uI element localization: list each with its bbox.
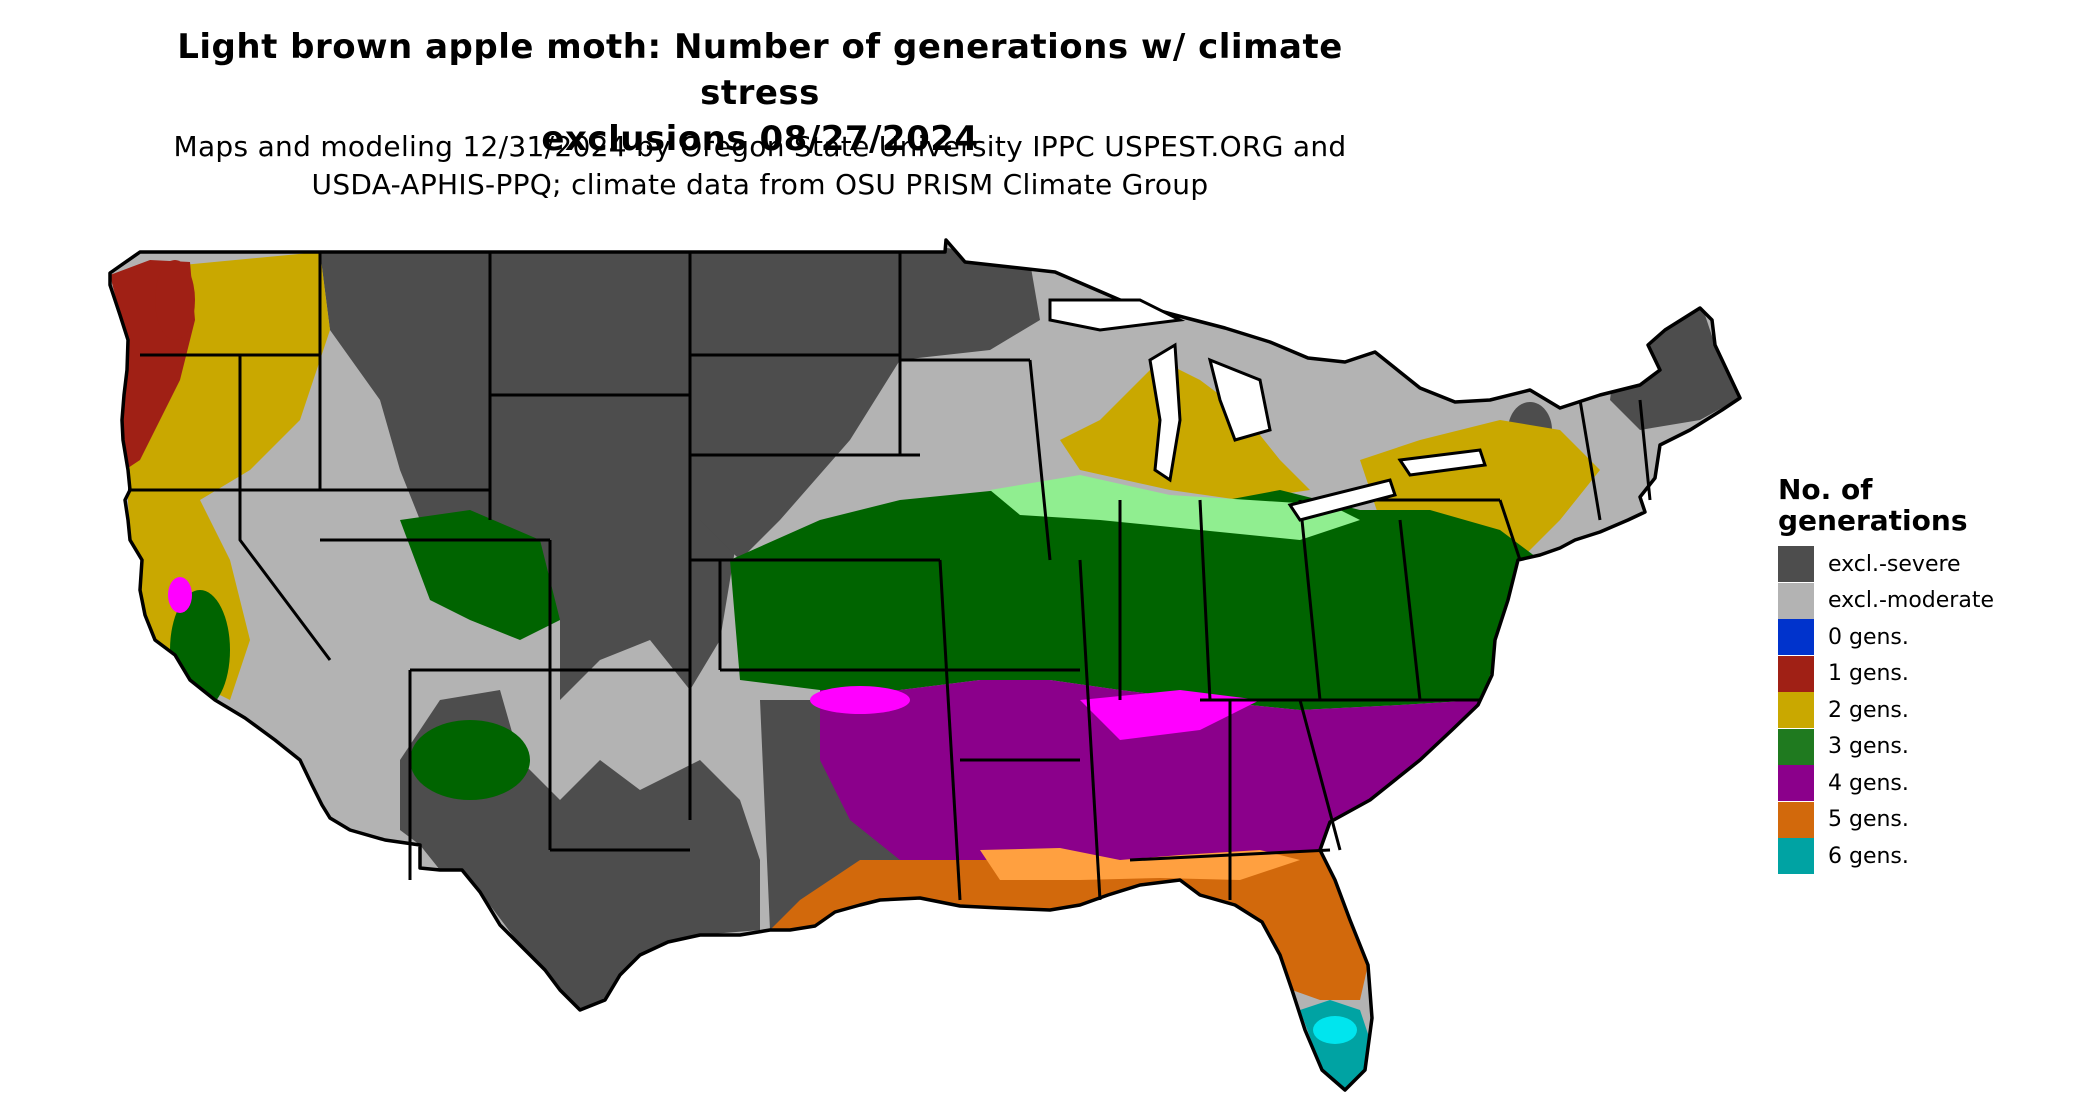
zone-three-gens-southwest (400, 510, 560, 640)
state-boundary (1078, 559, 1102, 901)
state-boundary (938, 559, 962, 901)
legend-item: excl.-severe (1778, 546, 1994, 583)
legend-item: 6 gens. (1778, 838, 1994, 875)
legend-item: 4 gens. (1778, 765, 1994, 802)
legend-label: 6 gens. (1828, 843, 1909, 869)
us-generations-map (108, 238, 1742, 1092)
zone-excl-severe-west (320, 252, 740, 700)
legend-label: 1 gens. (1828, 661, 1909, 687)
great-lakes (1048, 298, 1487, 522)
legend-item: 3 gens. (1778, 728, 1994, 766)
state-boundary (1498, 499, 1522, 561)
zone-excl-severe-plains (700, 252, 900, 560)
zone-two-gens-michigan (1060, 360, 1310, 500)
zone-three-gens-belt (730, 490, 1540, 710)
legend-label: 0 gens. (1828, 624, 1909, 650)
zone-four-gens-light-band (1080, 690, 1260, 740)
title-line-1: Light brown apple moth: Number of genera… (177, 27, 1343, 113)
subtitle-line-2: USDA-APHIS-PPQ; climate data from OSU PR… (311, 168, 1209, 201)
state-boundary (1298, 499, 1322, 701)
state-boundary (1298, 699, 1342, 851)
map-title: Light brown apple moth: Number of genera… (170, 24, 1350, 162)
legend-swatch (1778, 692, 1814, 729)
legend-label: 2 gens. (1828, 697, 1909, 723)
legend-title: No. of generations (1778, 474, 1994, 536)
state-boundary (1129, 848, 1331, 862)
legend-swatch (1778, 619, 1814, 656)
zone-four-gens-light-california (168, 577, 192, 613)
legend-item: 0 gens. (1778, 619, 1994, 656)
legend-label: excl.-moderate (1828, 588, 1994, 614)
zone-five-gens-gulf (770, 850, 1368, 1000)
us-outline (108, 238, 1742, 1092)
lake (1207, 357, 1272, 442)
legend-swatch (1778, 655, 1814, 692)
state-boundary (1028, 359, 1052, 561)
legend-swatch (1778, 728, 1814, 765)
generation-zones (110, 240, 1740, 1090)
zone-four-gens-light-arkansas (810, 686, 910, 714)
zone-three-gens-utah (410, 720, 530, 800)
legend-swatch (1778, 765, 1814, 802)
zone-excl-severe-minnesota (900, 240, 1040, 360)
legend-items: excl.-severe excl.-moderate 0 gens. 1 gens.… (1778, 546, 1994, 875)
lake (1287, 478, 1397, 522)
map-subtitle: Maps and modeling 12/31/2024 by Oregon S… (170, 128, 1350, 204)
legend-item: 5 gens. (1778, 801, 1994, 839)
zone-three-gens-light-north (990, 475, 1360, 540)
legend-title-line-2: generations (1778, 504, 1968, 537)
legend-item: excl.-moderate (1778, 582, 1994, 620)
lake (1048, 298, 1186, 332)
legend-swatch (1778, 801, 1814, 838)
state-boundary (238, 490, 332, 661)
legend-swatch (1778, 582, 1814, 619)
lake (1397, 448, 1487, 477)
title-line-2: exclusions 08/27/2024 (541, 119, 979, 159)
state-boundary (1638, 399, 1652, 501)
legend-label: excl.-severe (1828, 551, 1961, 577)
state-boundaries (128, 252, 1652, 901)
legend: No. of generations excl.-severe excl.-mod… (1778, 474, 1994, 875)
legend-swatch (1778, 546, 1814, 583)
legend-item: 2 gens. (1778, 692, 1994, 729)
legend-item: 1 gens. (1778, 655, 1994, 693)
legend-label: 3 gens. (1828, 734, 1909, 760)
zone-six-gens-texas (860, 1012, 880, 1048)
zone-four-gens-southeast (820, 680, 1500, 870)
zone-six-gens-light-florida (1313, 1016, 1357, 1044)
state-boundary (1398, 519, 1422, 701)
legend-title-line-1: No. of (1778, 473, 1873, 506)
legend-label: 4 gens. (1828, 770, 1909, 796)
state-boundary (1198, 499, 1212, 701)
lake (1148, 342, 1182, 483)
legend-swatch (1778, 838, 1814, 875)
legend-label: 5 gens. (1828, 807, 1909, 833)
subtitle-line-1: Maps and modeling 12/31/2024 by Oregon S… (173, 130, 1347, 163)
state-boundary (1578, 399, 1602, 521)
zone-one-gen-north (155, 260, 195, 340)
